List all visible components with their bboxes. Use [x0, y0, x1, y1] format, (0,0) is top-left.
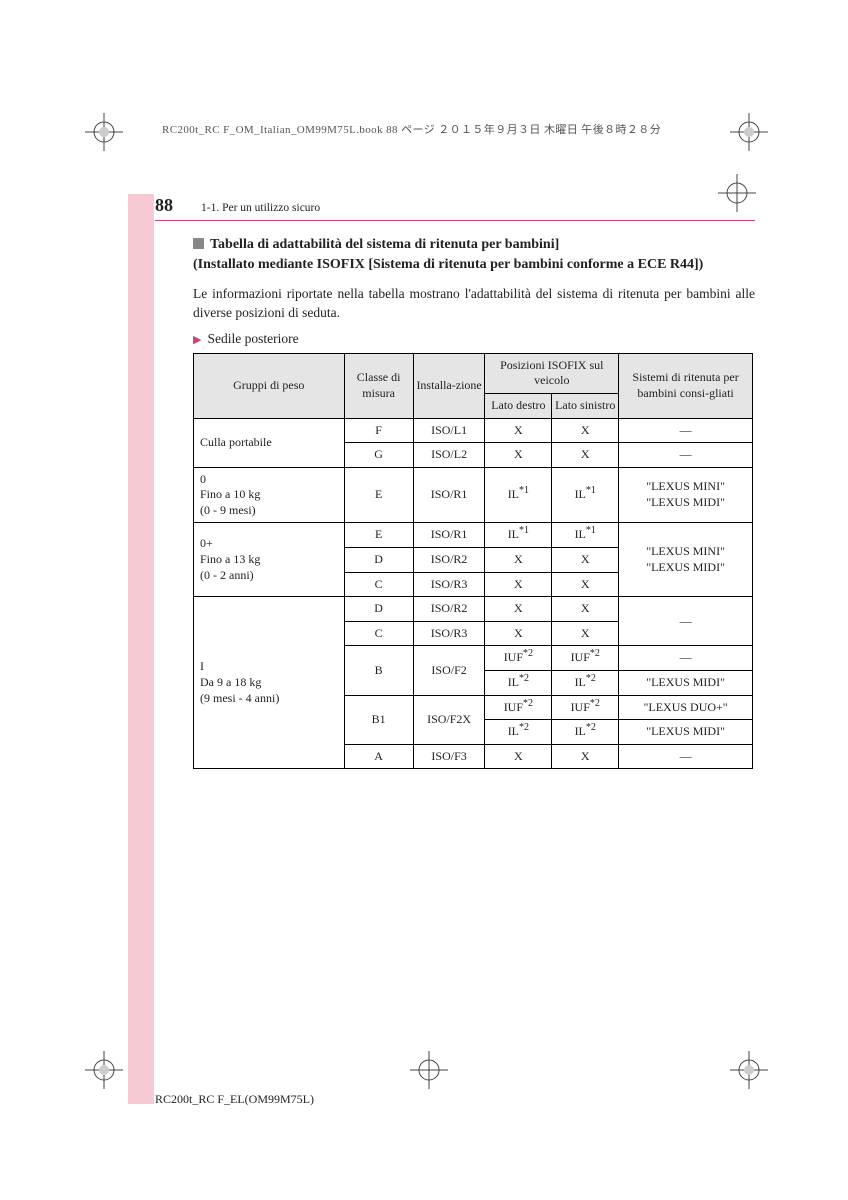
cell-right: X	[485, 418, 552, 443]
triangle-icon: ▶	[193, 334, 201, 346]
cell-right: X	[485, 597, 552, 622]
cell-right: IL*2	[485, 671, 552, 696]
cell-install: ISO/F3	[413, 744, 485, 769]
cell-left: IL*1	[552, 523, 619, 548]
cell-install: ISO/R1	[413, 467, 485, 523]
cell-install: ISO/L1	[413, 418, 485, 443]
cell-group: 0Fino a 10 kg(0 - 9 mesi)	[194, 467, 345, 523]
heading-line-2: (Installato mediante ISOFIX [Sistema di …	[193, 255, 755, 275]
sub-bullet-text: Sedile posteriore	[207, 331, 298, 346]
cell-class: C	[344, 621, 413, 646]
cell-right: IL*1	[485, 523, 552, 548]
cell-left: IUF*2	[552, 695, 619, 720]
cell-right: IUF*2	[485, 646, 552, 671]
cell-left: X	[552, 744, 619, 769]
cell-left: X	[552, 548, 619, 573]
cell-right: X	[485, 621, 552, 646]
th-group: Gruppi di peso	[194, 353, 345, 418]
sub-bullet: ▶ Sedile posteriore	[193, 331, 755, 347]
cropmark-top-left	[85, 113, 123, 151]
isofix-table: Gruppi di peso Classe di misura Installa…	[193, 353, 753, 770]
th-right: Lato destro	[485, 393, 552, 418]
page-number: 88	[155, 195, 173, 216]
intro-paragraph: Le informazioni riportate nella tabella …	[193, 284, 755, 323]
cell-system: —	[619, 418, 753, 443]
th-systems: Sistemi di ritenuta per bambini consi-gl…	[619, 353, 753, 418]
cell-install: ISO/R3	[413, 621, 485, 646]
th-class: Classe di misura	[344, 353, 413, 418]
margin-color-band	[128, 194, 154, 1104]
cell-class: B	[344, 646, 413, 695]
cell-class: E	[344, 523, 413, 548]
cell-left: X	[552, 621, 619, 646]
cell-left: IUF*2	[552, 646, 619, 671]
cell-system: "LEXUS MINI""LEXUS MIDI"	[619, 523, 753, 597]
cell-left: X	[552, 418, 619, 443]
cell-system: —	[619, 646, 753, 671]
cropmark-top-right	[730, 113, 768, 151]
cell-system: "LEXUS MINI""LEXUS MIDI"	[619, 467, 753, 523]
cell-system: —	[619, 443, 753, 468]
cell-left: IL*1	[552, 467, 619, 523]
table-row: 0Fino a 10 kg(0 - 9 mesi)EISO/R1IL*1IL*1…	[194, 467, 753, 523]
cell-install: ISO/F2X	[413, 695, 485, 744]
cell-right: X	[485, 443, 552, 468]
th-install: Installa-zione	[413, 353, 485, 418]
cell-install: ISO/F2	[413, 646, 485, 695]
cell-right: X	[485, 572, 552, 597]
cell-class: D	[344, 548, 413, 573]
cell-class: E	[344, 467, 413, 523]
cropmark-bottom-right	[730, 1051, 768, 1089]
cell-group: Culla portabile	[194, 418, 345, 467]
cell-install: ISO/L2	[413, 443, 485, 468]
cell-left: X	[552, 597, 619, 622]
cell-class: C	[344, 572, 413, 597]
table-row: 0+Fino a 13 kg(0 - 2 anni)EISO/R1IL*1IL*…	[194, 523, 753, 548]
cell-system: —	[619, 744, 753, 769]
cell-right: IUF*2	[485, 695, 552, 720]
cell-install: ISO/R3	[413, 572, 485, 597]
cropmark-bottom-mid	[410, 1051, 448, 1089]
cell-class: D	[344, 597, 413, 622]
cell-class: F	[344, 418, 413, 443]
table-row: Culla portabileFISO/L1XX—	[194, 418, 753, 443]
page-content: 88 1-1. Per un utilizzo sicuro Tabella d…	[155, 195, 755, 769]
cell-install: ISO/R2	[413, 548, 485, 573]
cell-right: IL*1	[485, 467, 552, 523]
heading-block: Tabella di adattabilità del sistema di r…	[193, 235, 755, 276]
cell-right: X	[485, 548, 552, 573]
section-label: 1-1. Per un utilizzo sicuro	[201, 202, 320, 214]
cell-system: —	[619, 597, 753, 646]
cell-class: G	[344, 443, 413, 468]
cell-group: IDa 9 a 18 kg(9 mesi - 4 anni)	[194, 597, 345, 769]
th-positions: Posizioni ISOFIX sul veicolo	[485, 353, 619, 393]
cell-system: "LEXUS MIDI"	[619, 671, 753, 696]
cell-install: ISO/R1	[413, 523, 485, 548]
cell-right: X	[485, 744, 552, 769]
table-row: IDa 9 a 18 kg(9 mesi - 4 anni)DISO/R2XX—	[194, 597, 753, 622]
heading-line-1: Tabella di adattabilità del sistema di r…	[210, 237, 559, 252]
footer-text: RC200t_RC F_EL(OM99M75L)	[155, 1092, 314, 1107]
cell-system: "LEXUS MIDI"	[619, 720, 753, 745]
cell-left: IL*2	[552, 671, 619, 696]
cell-left: IL*2	[552, 720, 619, 745]
cell-left: X	[552, 572, 619, 597]
cell-group: 0+Fino a 13 kg(0 - 2 anni)	[194, 523, 345, 597]
cell-left: X	[552, 443, 619, 468]
cell-install: ISO/R2	[413, 597, 485, 622]
print-meta-line: RC200t_RC F_OM_Italian_OM99M75L.book 88 …	[162, 121, 661, 137]
cell-class: B1	[344, 695, 413, 744]
cell-right: IL*2	[485, 720, 552, 745]
cropmark-bottom-left	[85, 1051, 123, 1089]
th-left: Lato sinistro	[552, 393, 619, 418]
cell-system: "LEXUS DUO+"	[619, 695, 753, 720]
cell-class: A	[344, 744, 413, 769]
square-bullet-icon	[193, 238, 204, 249]
